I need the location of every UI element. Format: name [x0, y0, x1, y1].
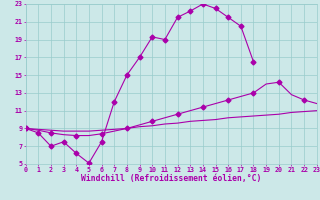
X-axis label: Windchill (Refroidissement éolien,°C): Windchill (Refroidissement éolien,°C): [81, 174, 261, 183]
